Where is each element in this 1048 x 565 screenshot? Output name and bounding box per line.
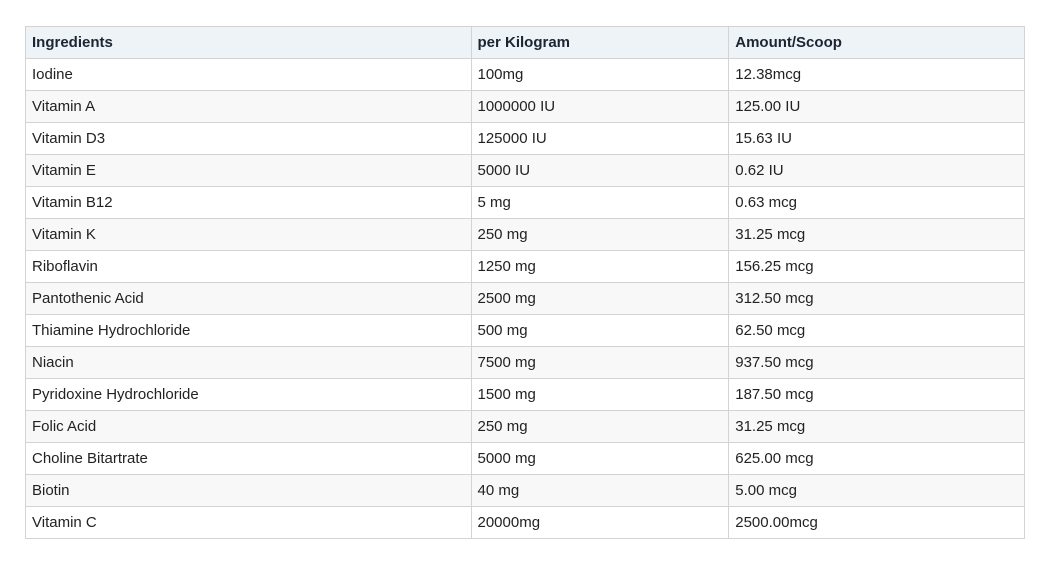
ingredient-cell: Iodine — [25, 58, 472, 91]
per-kilogram-cell: 250 mg — [470, 218, 730, 251]
per-kilogram-cell: 1500 mg — [470, 378, 730, 411]
table-row: Riboflavin 1250 mg 156.25 mcg — [25, 250, 1025, 283]
per-kilogram-cell: 7500 mg — [470, 346, 730, 379]
amount-scoop-cell: 187.50 mcg — [728, 378, 1025, 411]
ingredient-cell: Vitamin C — [25, 506, 472, 539]
ingredient-cell: Pantothenic Acid — [25, 282, 472, 315]
per-kilogram-cell: 20000mg — [470, 506, 730, 539]
ingredient-cell: Pyridoxine Hydrochloride — [25, 378, 472, 411]
ingredient-cell: Folic Acid — [25, 410, 472, 443]
amount-scoop-cell: 12.38mcg — [728, 58, 1025, 91]
per-kilogram-cell: 40 mg — [470, 474, 730, 507]
ingredients-table: Ingredients per Kilogram Amount/Scoop Io… — [25, 26, 1025, 539]
table-row: Iodine 100mg 12.38mcg — [25, 58, 1025, 91]
table-row: Vitamin C 20000mg 2500.00mcg — [25, 506, 1025, 539]
amount-scoop-cell: 31.25 mcg — [728, 410, 1025, 443]
per-kilogram-cell: 1000000 IU — [470, 90, 730, 123]
table-row: Vitamin E 5000 IU 0.62 IU — [25, 154, 1025, 187]
table-row: Vitamin D3 125000 IU 15.63 IU — [25, 122, 1025, 155]
amount-scoop-cell: 5.00 mcg — [728, 474, 1025, 507]
header-ingredients: Ingredients — [25, 26, 472, 59]
header-per-kilogram: per Kilogram — [470, 26, 730, 59]
table-row: Vitamin A 1000000 IU 125.00 IU — [25, 90, 1025, 123]
per-kilogram-cell: 5000 mg — [470, 442, 730, 475]
header-amount-scoop: Amount/Scoop — [728, 26, 1025, 59]
amount-scoop-cell: 125.00 IU — [728, 90, 1025, 123]
ingredient-cell: Thiamine Hydrochloride — [25, 314, 472, 347]
ingredient-cell: Biotin — [25, 474, 472, 507]
per-kilogram-cell: 100mg — [470, 58, 730, 91]
table-row: Pyridoxine Hydrochloride 1500 mg 187.50 mc… — [25, 378, 1025, 411]
table-row: Biotin 40 mg 5.00 mcg — [25, 474, 1025, 507]
amount-scoop-cell: 62.50 mcg — [728, 314, 1025, 347]
header-row: Ingredients per Kilogram Amount/Scoop — [25, 26, 1025, 59]
ingredient-cell: Vitamin B12 — [25, 186, 472, 219]
ingredient-cell: Vitamin K — [25, 218, 472, 251]
per-kilogram-cell: 2500 mg — [470, 282, 730, 315]
ingredient-cell: Vitamin A — [25, 90, 472, 123]
ingredient-cell: Vitamin E — [25, 154, 472, 187]
per-kilogram-cell: 5000 IU — [470, 154, 730, 187]
table-row: Vitamin K 250 mg 31.25 mcg — [25, 218, 1025, 251]
amount-scoop-cell: 625.00 mcg — [728, 442, 1025, 475]
ingredient-cell: Choline Bitartrate — [25, 442, 472, 475]
per-kilogram-cell: 5 mg — [470, 186, 730, 219]
ingredient-cell: Riboflavin — [25, 250, 472, 283]
amount-scoop-cell: 156.25 mcg — [728, 250, 1025, 283]
table-row: Folic Acid 250 mg 31.25 mcg — [25, 410, 1025, 443]
ingredient-cell: Vitamin D3 — [25, 122, 472, 155]
amount-scoop-cell: 0.62 IU — [728, 154, 1025, 187]
table-row: Niacin 7500 mg 937.50 mcg — [25, 346, 1025, 379]
amount-scoop-cell: 2500.00mcg — [728, 506, 1025, 539]
amount-scoop-cell: 312.50 mcg — [728, 282, 1025, 315]
ingredient-cell: Niacin — [25, 346, 472, 379]
per-kilogram-cell: 125000 IU — [470, 122, 730, 155]
amount-scoop-cell: 0.63 mcg — [728, 186, 1025, 219]
table-row: Pantothenic Acid 2500 mg 312.50 mcg — [25, 282, 1025, 315]
amount-scoop-cell: 15.63 IU — [728, 122, 1025, 155]
amount-scoop-cell: 937.50 mcg — [728, 346, 1025, 379]
table-row: Vitamin B12 5 mg 0.63 mcg — [25, 186, 1025, 219]
table-row: Thiamine Hydrochloride 500 mg 62.50 mcg — [25, 314, 1025, 347]
per-kilogram-cell: 1250 mg — [470, 250, 730, 283]
per-kilogram-cell: 500 mg — [470, 314, 730, 347]
per-kilogram-cell: 250 mg — [470, 410, 730, 443]
table-row: Choline Bitartrate 5000 mg 625.00 mcg — [25, 442, 1025, 475]
amount-scoop-cell: 31.25 mcg — [728, 218, 1025, 251]
